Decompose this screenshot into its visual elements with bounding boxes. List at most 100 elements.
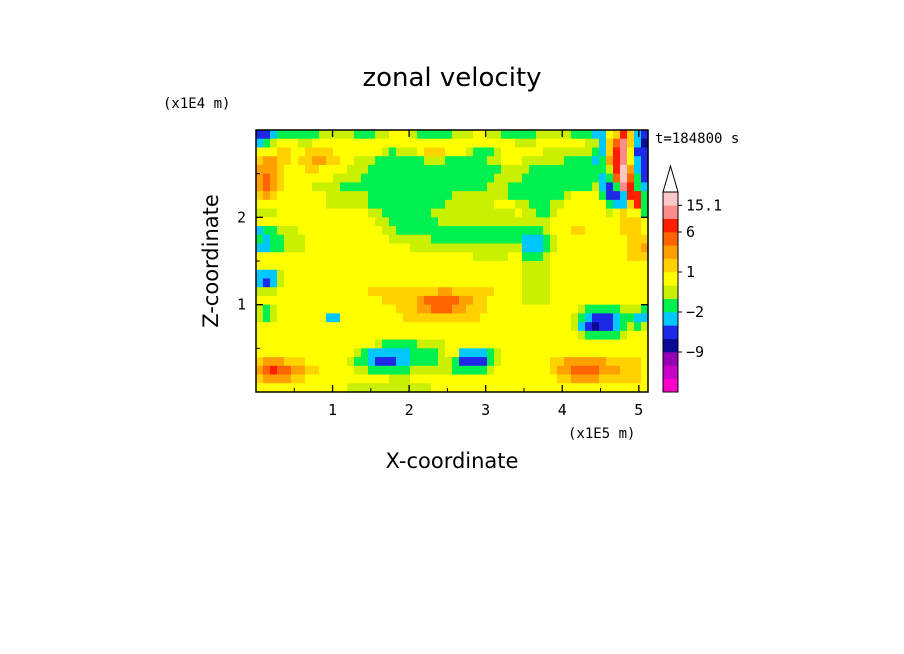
heatmap-cell bbox=[403, 313, 411, 323]
heatmap-cell bbox=[382, 348, 390, 358]
heatmap-cell bbox=[403, 322, 411, 332]
heatmap-cell bbox=[389, 365, 397, 376]
heatmap-cell bbox=[452, 147, 460, 157]
heatmap-cell bbox=[508, 383, 516, 393]
heatmap-cell bbox=[291, 164, 299, 175]
heatmap-cell bbox=[522, 243, 530, 253]
heatmap-cell bbox=[466, 261, 474, 271]
heatmap-cell bbox=[473, 383, 481, 393]
heatmap-cell bbox=[620, 138, 628, 149]
heatmap-cell bbox=[347, 322, 355, 332]
heatmap-cell bbox=[270, 182, 278, 192]
heatmap-cell bbox=[522, 191, 530, 201]
heatmap-cell bbox=[403, 234, 411, 245]
heatmap-cell bbox=[571, 208, 579, 218]
heatmap-cell bbox=[522, 208, 530, 218]
heatmap-cell bbox=[340, 357, 348, 367]
heatmap-cell bbox=[641, 182, 649, 192]
heatmap-cell bbox=[375, 365, 383, 376]
heatmap-cell bbox=[501, 339, 509, 349]
heatmap-cell bbox=[284, 278, 292, 288]
heatmap-cell bbox=[284, 295, 292, 306]
heatmap-cell bbox=[431, 156, 439, 166]
heatmap-cell bbox=[606, 156, 614, 166]
heatmap-cell bbox=[508, 252, 516, 262]
heatmap-field bbox=[256, 130, 649, 393]
heatmap-cell bbox=[417, 156, 425, 166]
heatmap-cell bbox=[270, 357, 278, 367]
heatmap-cell bbox=[291, 261, 299, 271]
heatmap-cell bbox=[354, 138, 362, 149]
heatmap-cell bbox=[410, 269, 418, 280]
heatmap-cell bbox=[487, 295, 495, 306]
heatmap-cell bbox=[550, 243, 558, 253]
heatmap-cell bbox=[543, 295, 551, 306]
heatmap-cell bbox=[564, 182, 572, 192]
heatmap-cell bbox=[284, 357, 292, 367]
heatmap-cell bbox=[550, 191, 558, 201]
heatmap-cell bbox=[256, 208, 264, 218]
heatmap-cell bbox=[641, 322, 649, 332]
heatmap-cell bbox=[557, 357, 565, 367]
heatmap-cell bbox=[312, 199, 320, 210]
heatmap-cell bbox=[396, 339, 404, 349]
heatmap-cell bbox=[508, 287, 516, 297]
heatmap-cell bbox=[564, 304, 572, 314]
heatmap-cell bbox=[298, 217, 306, 227]
heatmap-cell bbox=[424, 243, 432, 253]
heatmap-cell bbox=[578, 226, 586, 236]
y-axis: 12 bbox=[237, 173, 648, 349]
heatmap-cell bbox=[396, 313, 404, 323]
heatmap-cell bbox=[571, 130, 579, 140]
heatmap-cell bbox=[536, 269, 544, 280]
heatmap-cell bbox=[515, 313, 523, 323]
heatmap-cell bbox=[417, 365, 425, 376]
heatmap-cell bbox=[459, 199, 467, 210]
heatmap-cell bbox=[431, 138, 439, 149]
heatmap-cell bbox=[571, 217, 579, 227]
heatmap-cell bbox=[473, 269, 481, 280]
heatmap-cell bbox=[515, 130, 523, 140]
heatmap-cell bbox=[627, 374, 635, 384]
heatmap-cell bbox=[480, 269, 488, 280]
heatmap-cell bbox=[305, 252, 313, 262]
heatmap-cell bbox=[382, 339, 390, 349]
colorbar-swatch bbox=[663, 218, 678, 233]
colorbar: 15.161−2−9 bbox=[662, 164, 722, 393]
heatmap-cell bbox=[347, 339, 355, 349]
heatmap-cell bbox=[529, 287, 537, 297]
heatmap-cell bbox=[382, 287, 390, 297]
heatmap-cell bbox=[445, 357, 453, 367]
heatmap-cell bbox=[445, 295, 453, 306]
heatmap-cell bbox=[340, 261, 348, 271]
heatmap-cell bbox=[389, 252, 397, 262]
heatmap-cell bbox=[277, 348, 285, 358]
heatmap-cell bbox=[557, 130, 565, 140]
heatmap-cell bbox=[543, 147, 551, 157]
heatmap-cell bbox=[634, 348, 642, 358]
heatmap-cell bbox=[263, 130, 271, 140]
heatmap-cell bbox=[452, 313, 460, 323]
heatmap-cell bbox=[585, 278, 593, 288]
heatmap-cell bbox=[417, 278, 425, 288]
heatmap-cell bbox=[578, 322, 586, 332]
heatmap-cell bbox=[634, 243, 642, 253]
heatmap-cell bbox=[438, 234, 446, 245]
heatmap-cell bbox=[522, 147, 530, 157]
heatmap-cell bbox=[326, 191, 334, 201]
heatmap-cell bbox=[550, 287, 558, 297]
heatmap-cell bbox=[347, 357, 355, 367]
heatmap-cell bbox=[494, 191, 502, 201]
heatmap-cell bbox=[403, 173, 411, 183]
heatmap-cell bbox=[256, 234, 264, 245]
heatmap-cell bbox=[599, 252, 607, 262]
heatmap-cell bbox=[368, 226, 376, 236]
heatmap-cell bbox=[543, 156, 551, 166]
heatmap-cell bbox=[340, 130, 348, 140]
heatmap-cell bbox=[424, 295, 432, 306]
heatmap-cell bbox=[459, 330, 467, 341]
heatmap-cell bbox=[298, 243, 306, 253]
heatmap-cell bbox=[361, 357, 369, 367]
heatmap-cell bbox=[494, 287, 502, 297]
heatmap-cell bbox=[585, 330, 593, 341]
